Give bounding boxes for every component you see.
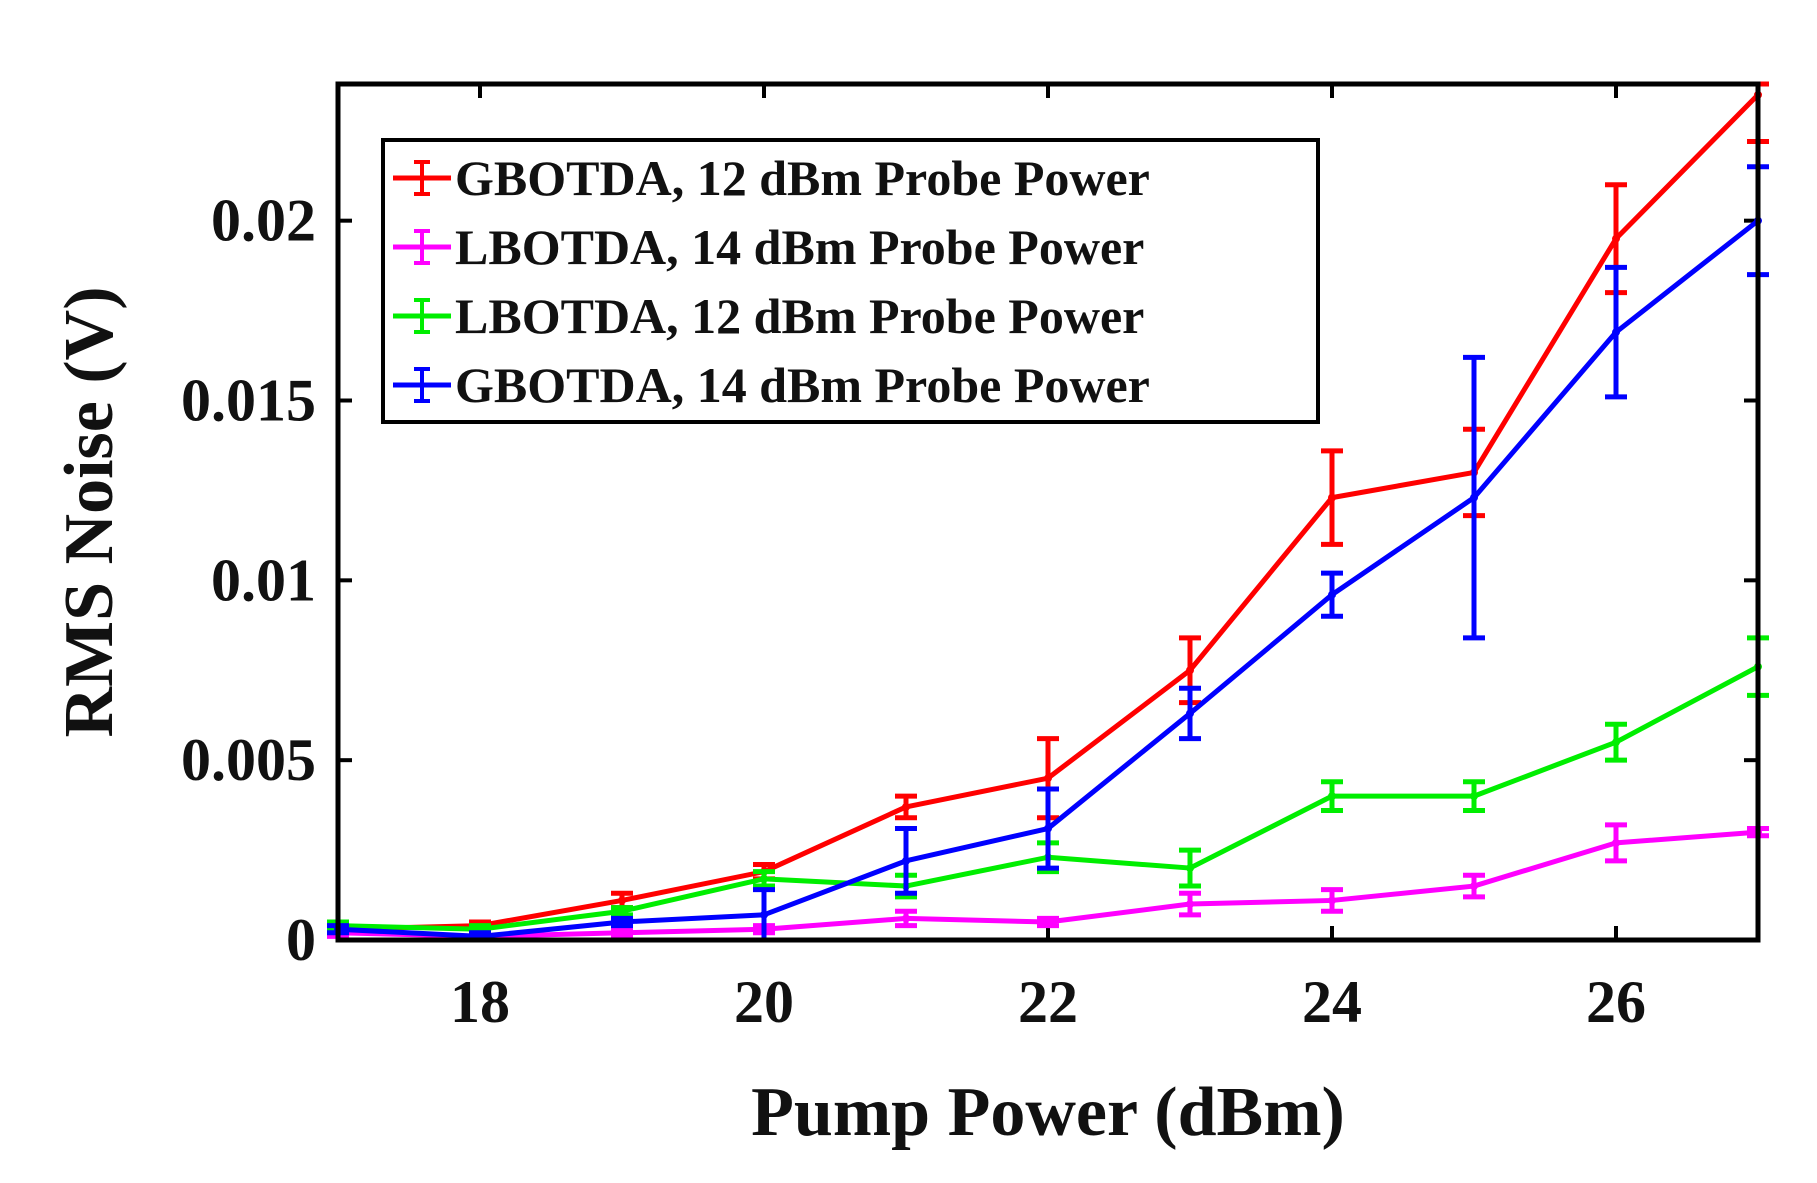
- data-point: [1328, 896, 1336, 905]
- x-tick-label: 24: [1302, 969, 1362, 1035]
- x-tick-labels: 18 20 22 24 26: [450, 969, 1646, 1035]
- legend-box: [381, 138, 1320, 424]
- data-point: [618, 907, 626, 916]
- data-point: [760, 874, 768, 883]
- legend-label: GBOTDA, 14 dBm Probe Power: [455, 357, 1150, 413]
- data-point: [1612, 234, 1620, 243]
- data-point: [618, 928, 626, 937]
- data-point: [1328, 493, 1336, 502]
- legend-item: GBOTDA, 12 dBm Probe Power: [393, 150, 1150, 206]
- data-point: [902, 856, 910, 865]
- data-point: [1044, 918, 1052, 927]
- data-point: [1328, 792, 1336, 801]
- data-point: [1186, 709, 1194, 718]
- y-tick-label: 0: [286, 907, 316, 973]
- y-tick-label: 0.01: [211, 547, 316, 613]
- data-point: [1186, 900, 1194, 909]
- data-point: [1186, 666, 1194, 675]
- series-lines: [327, 81, 1769, 943]
- legend-label: LBOTDA, 12 dBm Probe Power: [455, 288, 1144, 344]
- legend-label: GBOTDA, 12 dBm Probe Power: [455, 150, 1150, 206]
- y-tick-label: 0.005: [181, 727, 316, 793]
- x-tick-label: 18: [450, 969, 510, 1035]
- y-tick-label: 0.02: [211, 188, 316, 254]
- y-tick-labels: 0 0.005 0.01 0.015 0.02: [181, 188, 316, 973]
- x-axis-title: Pump Power (dBm): [751, 1074, 1345, 1151]
- data-point: [1470, 882, 1478, 891]
- data-point: [1612, 738, 1620, 747]
- data-point: [1612, 838, 1620, 847]
- data-point: [1044, 774, 1052, 783]
- x-tick-label: 20: [734, 969, 794, 1035]
- data-point: [1186, 864, 1194, 873]
- data-point: [1470, 493, 1478, 502]
- data-point: [1044, 824, 1052, 833]
- data-point: [902, 802, 910, 811]
- legend-item: GBOTDA, 14 dBm Probe Power: [393, 357, 1150, 413]
- legend: GBOTDA, 12 dBm Probe Power LBOTDA, 14 dBm…: [381, 138, 1320, 424]
- data-point: [902, 914, 910, 923]
- legend-item: LBOTDA, 14 dBm Probe Power: [393, 219, 1144, 275]
- data-point: [760, 910, 768, 919]
- data-point: [618, 896, 626, 905]
- data-point: [1328, 590, 1336, 599]
- series-4: [327, 164, 1769, 943]
- y-tick-label: 0.015: [181, 368, 316, 434]
- data-point: [1470, 792, 1478, 801]
- x-tick-label: 26: [1586, 969, 1646, 1035]
- x-tick-label: 22: [1018, 969, 1078, 1035]
- data-point: [618, 918, 626, 927]
- legend-label: LBOTDA, 14 dBm Probe Power: [455, 219, 1144, 275]
- y-axis-title: RMS Noise (V): [51, 286, 128, 737]
- data-point: [1612, 328, 1620, 337]
- plot-frame: [335, 81, 1761, 943]
- legend-item: LBOTDA, 12 dBm Probe Power: [393, 288, 1144, 344]
